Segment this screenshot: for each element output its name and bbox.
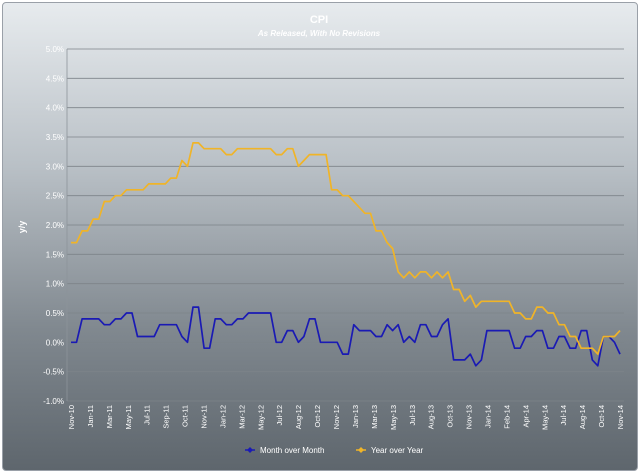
x-tick-label: Aug-12 [294, 405, 303, 429]
x-tick-label: Jan-13 [351, 405, 360, 428]
y-axis-label: y/y [17, 221, 27, 234]
x-tick-label: May-14 [540, 405, 549, 430]
y-tick-label: 1.5% [46, 250, 64, 259]
x-tick-label: Mar-13 [370, 405, 379, 429]
x-tick-label: Jul-12 [275, 405, 284, 425]
y-tick-label: 4.5% [46, 74, 64, 83]
legend-label: Year over Year [371, 446, 424, 455]
series-line-year-over-year [71, 142, 621, 355]
x-tick-label: Oct-13 [446, 405, 455, 428]
legend-marker-icon [247, 447, 253, 453]
x-tick-label: Oct-12 [313, 405, 322, 428]
y-tick-label: 4.0% [46, 104, 64, 113]
x-tick-label: Jan-11 [86, 405, 95, 427]
x-tick-label: Nov-13 [465, 405, 474, 429]
x-tick-label: May-13 [389, 405, 398, 430]
x-tick-label: Jan-12 [218, 405, 227, 428]
series-lines [71, 142, 621, 367]
x-tick-label: Mar-12 [237, 405, 246, 429]
x-tick-label: Mar-11 [105, 405, 114, 428]
x-tick-label: Nov-14 [616, 405, 625, 429]
x-tick-label: Nov-10 [67, 405, 76, 429]
cpi-line-chart: CPI As Released, With No Revisions y/y 5… [17, 14, 625, 455]
y-tick-label: 1.0% [46, 280, 64, 289]
legend-marker-icon [358, 447, 364, 453]
x-tick-label: Aug-14 [578, 405, 587, 429]
chart-title: CPI [310, 14, 328, 26]
x-tick-label: May-11 [124, 405, 133, 429]
x-tick-label: Jul-14 [559, 405, 568, 425]
x-axis-ticks: Nov-10 Jan-11 Mar-11 May-11 Jul-11 Sep-11 Oct-… [67, 405, 625, 430]
y-tick-label: 0.0% [46, 338, 64, 347]
x-tick-label: Sep-11 [162, 405, 171, 429]
y-tick-label: 3.0% [46, 162, 64, 171]
x-tick-label: Oct-14 [597, 405, 606, 428]
x-tick-label: Jul-13 [408, 405, 417, 425]
series-line-month-over-month [71, 306, 621, 367]
x-tick-label: Oct-11 [181, 405, 190, 427]
y-tick-label: 5.0% [46, 45, 64, 54]
x-tick-label: Nov-11 [200, 405, 209, 429]
x-tick-label: May-12 [256, 405, 265, 430]
x-tick-label: Aug-13 [427, 405, 436, 429]
legend-label: Month over Month [260, 446, 324, 455]
legend: Month over Month Year over Year [245, 446, 424, 455]
y-axis-ticks: 5.0% 4.5% 4.0% 3.5% 3.0% 2.5% 2.0% 1.5% 1.0% 0.5%… [43, 45, 64, 406]
x-tick-label: Feb-14 [502, 405, 511, 429]
y-tick-label: 2.5% [46, 192, 64, 201]
gridlines [66, 48, 624, 402]
x-tick-label: Jul-11 [143, 405, 152, 425]
y-tick-label: -0.5% [43, 368, 64, 377]
x-tick-label: Apr-14 [521, 405, 530, 428]
x-tick-label: Nov-12 [332, 405, 341, 429]
y-tick-label: 3.5% [46, 133, 64, 142]
x-tick-label: Jan-14 [483, 405, 492, 428]
y-tick-label: 0.5% [46, 309, 64, 318]
chart-subtitle: As Released, With No Revisions [257, 29, 381, 38]
y-tick-label: -1.0% [43, 397, 64, 406]
y-tick-label: 2.0% [46, 221, 64, 230]
